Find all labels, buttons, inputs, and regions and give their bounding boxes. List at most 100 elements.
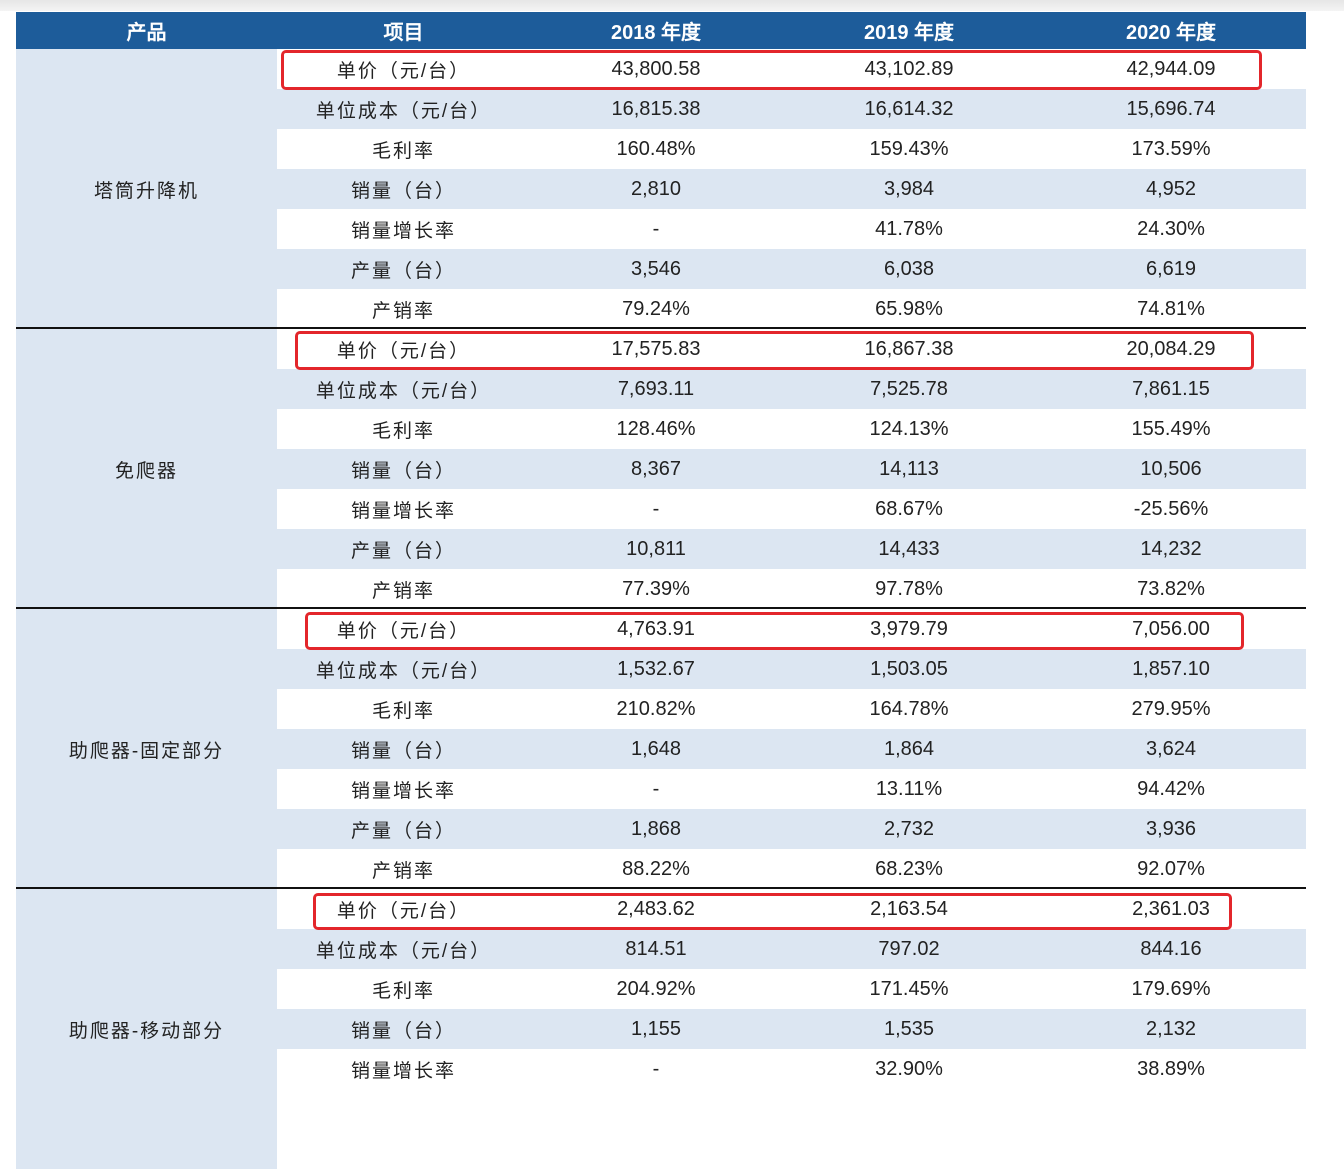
value-cell: -	[652, 777, 660, 800]
item-cell: 产量（台）	[350, 260, 456, 282]
value-cell: 7,861.15	[1132, 377, 1210, 400]
value-cell: -	[652, 217, 660, 240]
value-cell: 88.22%	[622, 857, 690, 880]
value-cell: 6,038	[883, 257, 935, 280]
highlight-box	[305, 612, 1244, 650]
item-cell: 产销率	[371, 860, 435, 882]
item-cell: 销量增长率	[350, 780, 456, 802]
value-cell: 4,763.91	[617, 617, 695, 640]
value-cell: 179.69%	[1131, 977, 1211, 1000]
highlight-box	[295, 331, 1254, 370]
value-cell: 20,084.29	[1126, 337, 1216, 360]
row-bg	[277, 649, 1306, 689]
item-cell: 产销率	[371, 580, 435, 602]
item-cell: 单位成本（元/台）	[315, 380, 492, 402]
item-cell: 销量增长率	[350, 220, 456, 242]
value-cell: 16,614.32	[864, 97, 954, 120]
value-cell: 3,624	[1145, 737, 1197, 760]
header-cell: 2020 年度	[1036, 12, 1306, 49]
value-cell: 3,984	[883, 177, 935, 200]
value-cell: 32.90%	[875, 1057, 943, 1080]
item-cell: 单价（元/台）	[336, 620, 471, 642]
product-cell: 塔筒升降机	[16, 49, 277, 329]
item-cell: 产销率	[371, 300, 435, 322]
item-cell: 单价（元/台）	[336, 60, 471, 82]
value-cell: 7,525.78	[870, 377, 948, 400]
item-cell: 单位成本（元/台）	[315, 940, 492, 962]
item-cell: 单价（元/台）	[336, 340, 471, 362]
item-cell: 销量（台）	[350, 180, 456, 202]
value-cell: 42,944.09	[1126, 57, 1216, 80]
value-cell: 92.07%	[1137, 857, 1205, 880]
value-cell: 210.82%	[616, 697, 696, 720]
value-cell: 2,483.62	[617, 897, 695, 920]
value-cell: 1,857.10	[1132, 657, 1210, 680]
row-bg	[277, 929, 1306, 969]
value-cell: -	[652, 1057, 660, 1080]
highlight-box	[281, 50, 1262, 90]
value-cell: 1,868	[630, 817, 682, 840]
value-cell: 14,113	[879, 457, 939, 480]
value-cell: 15,696.74	[1126, 97, 1216, 120]
value-cell: 1,648	[630, 737, 682, 760]
value-cell: 164.78%	[869, 697, 949, 720]
row-bg	[277, 449, 1306, 489]
value-cell: 16,867.38	[864, 337, 954, 360]
row-bg	[277, 89, 1306, 129]
group-separator	[16, 607, 1306, 609]
value-cell: 41.78%	[875, 217, 943, 240]
item-cell: 毛利率	[371, 980, 435, 1002]
value-cell: 77.39%	[622, 577, 690, 600]
value-cell: 173.59%	[1131, 137, 1211, 160]
value-cell: 24.30%	[1137, 217, 1205, 240]
value-cell: 65.98%	[875, 297, 943, 320]
value-cell: 159.43%	[869, 137, 949, 160]
product-cell: 免爬器	[16, 329, 277, 609]
product-cell: 助爬器-移动部分	[16, 889, 277, 1169]
header-cell: 产品	[16, 12, 277, 49]
value-cell: 14,232	[1140, 537, 1202, 560]
group-separator	[16, 327, 1306, 329]
value-cell: 3,546	[630, 257, 682, 280]
value-cell: 10,506	[1140, 457, 1202, 480]
value-cell: 1,155	[630, 1017, 682, 1040]
group-separator	[16, 887, 1306, 889]
value-cell: 155.49%	[1131, 417, 1211, 440]
value-cell: 2,163.54	[870, 897, 948, 920]
value-cell: 279.95%	[1131, 697, 1211, 720]
value-cell: 10,811	[626, 537, 686, 560]
value-cell: 43,800.58	[611, 57, 701, 80]
value-cell: 4,952	[1145, 177, 1197, 200]
value-cell: 94.42%	[1137, 777, 1205, 800]
value-cell: 6,619	[1145, 257, 1197, 280]
value-cell: -25.56%	[1133, 497, 1209, 520]
header-cell: 2018 年度	[530, 12, 782, 49]
value-cell: 3,979.79	[870, 617, 948, 640]
value-cell: 17,575.83	[611, 337, 701, 360]
item-cell: 单价（元/台）	[336, 900, 471, 922]
value-cell: 814.51	[625, 937, 687, 960]
item-cell: 销量增长率	[350, 500, 456, 522]
row-bg	[277, 249, 1306, 289]
value-cell: 3,936	[1145, 817, 1197, 840]
highlight-box	[313, 893, 1232, 930]
item-cell: 毛利率	[371, 140, 435, 162]
value-cell: 14,433	[878, 537, 940, 560]
item-cell: 产量（台）	[350, 820, 456, 842]
row-bg	[277, 1009, 1306, 1049]
item-cell: 销量（台）	[350, 460, 456, 482]
value-cell: 128.46%	[616, 417, 696, 440]
item-cell: 销量（台）	[350, 740, 456, 762]
header-cell: 项目	[277, 12, 530, 49]
value-cell: 844.16	[1140, 937, 1202, 960]
row-bg	[277, 169, 1306, 209]
item-cell: 产量（台）	[350, 540, 456, 562]
item-cell: 单位成本（元/台）	[315, 100, 492, 122]
header-cell: 2019 年度	[782, 12, 1036, 49]
value-cell: 79.24%	[622, 297, 690, 320]
top-bar	[0, 0, 1344, 11]
value-cell: 43,102.89	[864, 57, 954, 80]
value-cell: 2,732	[883, 817, 935, 840]
row-bg	[277, 809, 1306, 849]
